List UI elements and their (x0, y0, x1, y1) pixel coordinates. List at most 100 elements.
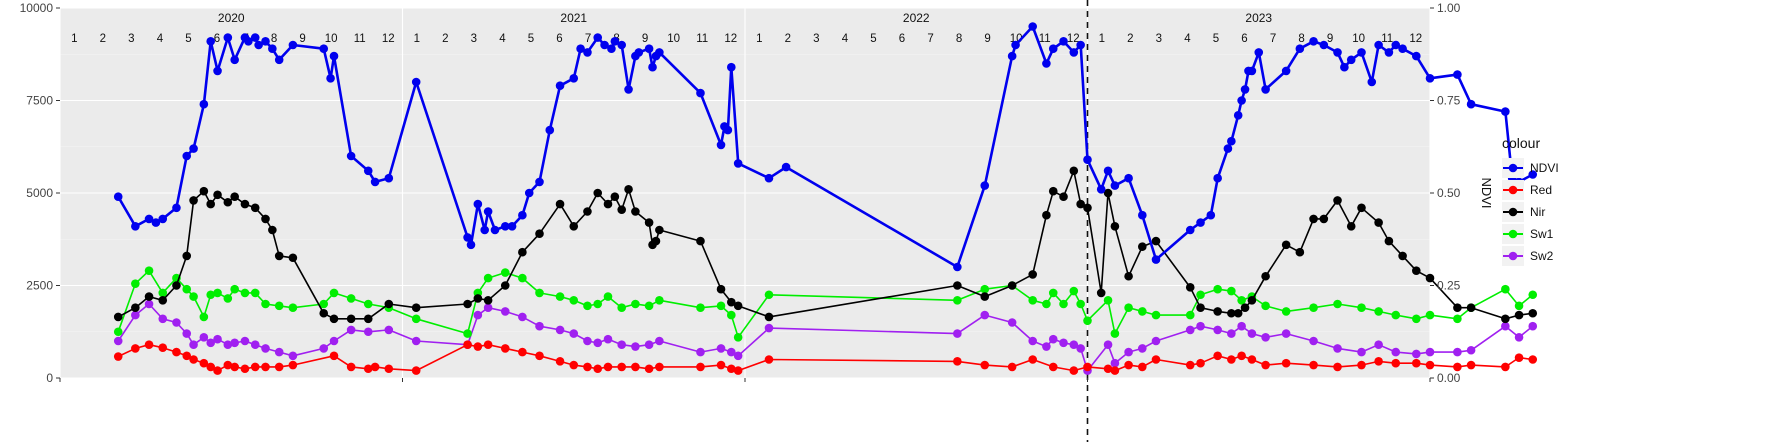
data-point-nir (651, 236, 661, 246)
data-point-ndvi (1309, 37, 1318, 46)
data-point-sw1 (1185, 310, 1195, 320)
data-point-nir (1528, 308, 1538, 318)
data-point-ndvi (213, 66, 222, 76)
data-point-sw1 (617, 303, 626, 313)
data-point-red (1333, 362, 1342, 372)
data-point-ndvi (1374, 40, 1383, 50)
month-label: 4 (842, 33, 849, 45)
data-point-sw1 (288, 303, 298, 313)
data-point-ndvi (1227, 136, 1236, 146)
year-labels: 2020 2021 2022 2023 (218, 11, 1273, 25)
data-point-sw1 (346, 294, 356, 303)
data-point-sw1 (213, 288, 222, 298)
data-point-red (131, 344, 140, 353)
data-point-ndvi (1391, 40, 1401, 50)
data-point-red (953, 357, 962, 366)
data-point-nir (473, 294, 483, 303)
data-point-sw1 (261, 299, 270, 309)
data-point-red (1412, 358, 1421, 368)
data-point-sw2 (716, 344, 726, 353)
data-point-sw2 (261, 344, 270, 353)
data-point-sw1 (953, 296, 962, 305)
data-point-sw1 (535, 288, 544, 298)
data-point-red (144, 340, 154, 350)
data-point-ndvi (1048, 44, 1058, 53)
data-point-red (593, 364, 603, 374)
data-point-nir (1083, 203, 1092, 213)
data-point-nir (1059, 192, 1068, 201)
data-point-sw2 (158, 314, 168, 324)
data-point-nir (363, 314, 373, 324)
data-point-sw1 (1103, 296, 1113, 305)
data-point-sw2 (953, 329, 962, 338)
data-point-ndvi (223, 33, 233, 42)
data-point-ndvi (1501, 107, 1510, 116)
data-point-nir (1501, 314, 1510, 324)
data-point-sw2 (230, 338, 239, 348)
legend-item-sw2: Sw2 (1502, 246, 1554, 266)
month-label: 3 (813, 33, 819, 45)
data-point-nir (1213, 307, 1222, 316)
data-point-sw1 (1110, 329, 1120, 338)
data-point-ndvi (716, 140, 726, 150)
data-point-nir (230, 192, 239, 201)
data-point-ndvi (1103, 166, 1113, 176)
data-point-nir (716, 284, 726, 294)
data-point-sw1 (1412, 314, 1421, 324)
data-point-sw1 (603, 292, 613, 301)
data-point-nir (1295, 247, 1305, 257)
data-point-sw2 (384, 325, 394, 335)
data-point-sw1 (1124, 303, 1133, 313)
month-label: 11 (696, 33, 708, 45)
data-point-nir (1233, 308, 1243, 318)
series-layer (113, 22, 1538, 375)
month-label: 6 (899, 33, 905, 45)
data-point-ndvi (411, 77, 421, 87)
data-point-sw1 (1357, 303, 1366, 313)
data-point-nir (1185, 283, 1195, 292)
month-label: 8 (956, 33, 962, 45)
data-point-nir (535, 229, 544, 238)
data-point-nir (1096, 288, 1106, 298)
data-point-sw2 (473, 310, 483, 320)
data-point-sw1 (1196, 290, 1205, 300)
data-point-ndvi (507, 222, 517, 231)
data-point-nir (1247, 296, 1257, 305)
month-label: 8 (271, 33, 277, 45)
data-point-sw1 (500, 268, 510, 277)
data-point-nir (1110, 222, 1120, 231)
data-point-ndvi (1223, 144, 1233, 153)
data-point-ndvi (1076, 40, 1085, 50)
data-point-red (1528, 355, 1538, 364)
data-point-ndvi (1213, 173, 1222, 183)
data-point-nir (1138, 242, 1147, 251)
data-point-red (555, 357, 565, 366)
data-point-ndvi (500, 222, 510, 231)
month-label: 2 (785, 33, 791, 45)
data-point-sw2 (1333, 344, 1342, 353)
data-point-red (1083, 362, 1092, 372)
data-point-sw1 (716, 301, 726, 311)
data-point-nir (1466, 303, 1476, 313)
data-point-ndvi (274, 55, 284, 65)
data-point-ndvi (1319, 40, 1329, 50)
data-point-sw1 (411, 314, 421, 324)
data-point-nir (1319, 214, 1329, 224)
month-label: 7 (1270, 33, 1276, 45)
data-point-red (1048, 362, 1058, 372)
data-point-sw1 (223, 294, 233, 303)
data-point-sw2 (1185, 325, 1195, 335)
data-point-red (370, 362, 380, 372)
data-point-sw1 (1237, 296, 1246, 305)
data-point-sw1 (631, 299, 640, 309)
data-point-ndvi (733, 159, 743, 168)
legend-key-point (1508, 207, 1518, 217)
data-point-sw2 (644, 340, 654, 350)
data-point-nir (144, 292, 154, 301)
data-point-ndvi (545, 125, 555, 135)
data-point-ndvi (1028, 22, 1037, 31)
data-point-ndvi (655, 48, 664, 57)
data-point-sw1 (274, 301, 284, 311)
data-point-ndvi (1453, 70, 1462, 79)
